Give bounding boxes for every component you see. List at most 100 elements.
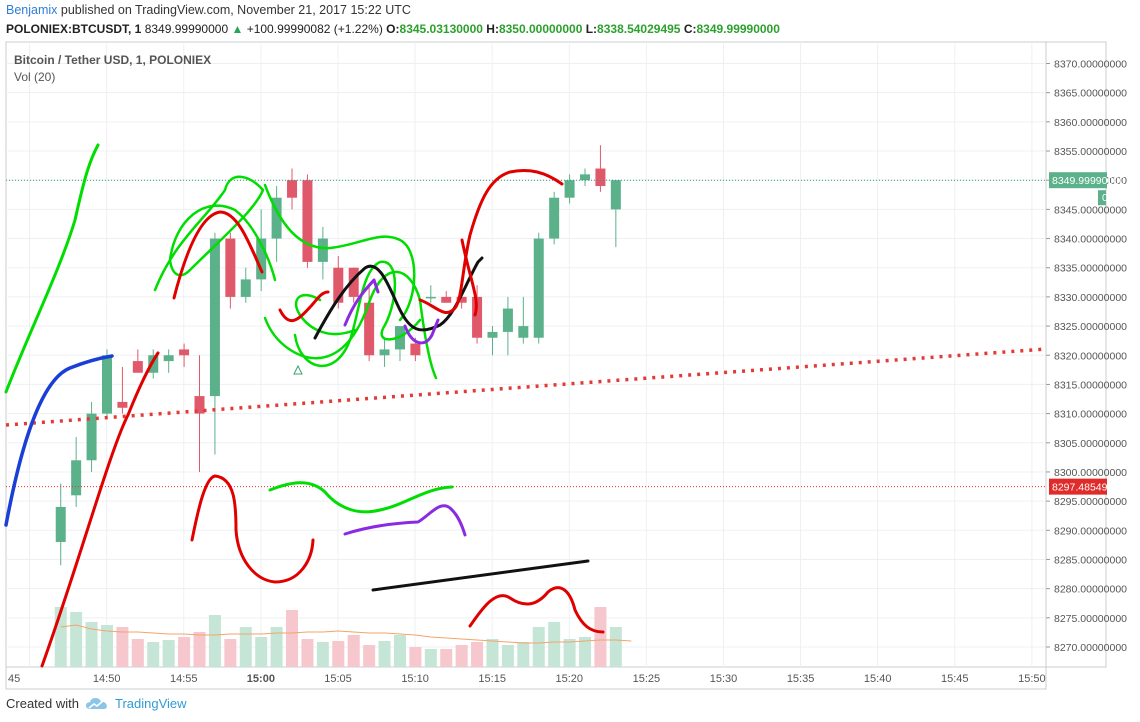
candle-body: [163, 355, 174, 362]
close-value: 8349.99990000: [696, 22, 780, 36]
x-tick-label: 15:50: [1018, 673, 1046, 685]
volume-bar: [486, 639, 499, 667]
close-label: C:: [683, 22, 697, 36]
volume-bar: [85, 622, 98, 667]
candle-body: [533, 238, 544, 338]
red-wave-right: [418, 169, 564, 315]
volume-bar: [455, 645, 468, 667]
candle-body: [441, 296, 452, 303]
candle-body: [425, 296, 436, 299]
x-tick-label: 15:40: [864, 673, 892, 685]
candle-body: [225, 238, 236, 297]
candle-body: [549, 197, 560, 239]
x-tick-label: 15:00: [247, 673, 275, 685]
volume-bar: [208, 615, 221, 667]
green-swirl-a: [263, 183, 416, 322]
y-tick-label: 8295.00000000: [1054, 496, 1127, 508]
high-label: H:: [486, 22, 499, 36]
volume-bar: [609, 627, 622, 667]
volume-bar: [147, 642, 160, 667]
candle-body: [610, 180, 621, 210]
y-tick-label: 8300.00000000: [1054, 467, 1127, 479]
plot-area: [5, 41, 1047, 668]
candle-body: [256, 238, 267, 280]
volume-bar: [517, 642, 530, 667]
volume-bar: [471, 642, 484, 667]
purple-wave-2: [403, 318, 440, 345]
candle-body: [364, 302, 375, 356]
open-label: O:: [386, 22, 400, 36]
volume-bar: [178, 637, 191, 667]
candle-body: [317, 238, 328, 262]
y-tick-label: 8340.00000000: [1054, 234, 1127, 246]
purple-wave: [343, 278, 380, 327]
candle-body: [132, 361, 143, 373]
x-tick-label: 15:45: [941, 673, 969, 685]
x-tick-label: 15:10: [401, 673, 429, 685]
candle-body: [101, 355, 112, 414]
published-text: published on TradingView.com, November 2…: [60, 3, 411, 17]
volume-bar: [316, 642, 329, 667]
candle-body: [456, 296, 467, 303]
price-axis: [1045, 41, 1107, 668]
x-tick-label: 15:35: [787, 673, 815, 685]
x-tick-label: 15:25: [633, 673, 661, 685]
red-sketch-bottom-left: [190, 474, 315, 584]
x-tick-label: 14:50: [93, 673, 121, 685]
volume-bar: [563, 639, 576, 667]
green-rising-curve: [4, 143, 100, 394]
y-tick-label: 8370.00000000: [1054, 59, 1127, 71]
y-tick-label: 8275.00000000: [1054, 613, 1127, 625]
y-tick-label: 8320.00000000: [1054, 350, 1127, 362]
y-tick-label: 8335.00000000: [1054, 263, 1127, 275]
countdown-badge-text: 00:08: [1102, 192, 1128, 204]
red-small-wave: [278, 290, 330, 323]
last-price: 8349.99990000: [144, 22, 229, 36]
candle-body: [71, 460, 82, 496]
up-arrow-icon: ▲: [231, 22, 244, 36]
candle-body: [209, 238, 220, 397]
open-value: 8345.03130000: [399, 22, 483, 36]
volume-bar: [440, 649, 453, 667]
y-tick-label: 8285.00000000: [1054, 554, 1127, 566]
candle-body: [487, 331, 498, 338]
low-value: 8338.54029495: [597, 22, 681, 36]
x-tick-label: 15:20: [556, 673, 584, 685]
candle-body: [564, 180, 575, 198]
red-loop-right: [460, 238, 478, 317]
footer: Created with TradingView: [6, 696, 187, 711]
candle-body: [472, 296, 483, 338]
volume-bar: [548, 622, 561, 667]
high-value: 8350.00000000: [498, 22, 583, 36]
y-tick-label: 8270.00000000: [1054, 642, 1127, 654]
candle-body: [379, 349, 390, 356]
author-link[interactable]: Benjamix: [6, 3, 58, 17]
tradingview-link[interactable]: TradingView: [114, 696, 187, 711]
volume-bar: [100, 625, 113, 667]
volume-bar: [409, 647, 422, 667]
candle-body: [580, 174, 591, 181]
candle-body: [333, 267, 344, 303]
y-tick-label: 8330.00000000: [1054, 292, 1127, 304]
y-tick-label: 8305.00000000: [1054, 438, 1127, 450]
volume-bar: [378, 641, 391, 667]
blue-curve: [4, 354, 114, 527]
low-label: L:: [585, 22, 598, 36]
y-tick-label: 8280.00000000: [1054, 584, 1127, 596]
candle-body: [194, 396, 205, 414]
x-tick-label: 15:05: [324, 673, 352, 685]
candle-body: [518, 326, 529, 338]
x-tick-label: 15:30: [710, 673, 738, 685]
y-tick-label: 8345.00000000: [1054, 204, 1127, 216]
volume-bar: [286, 610, 299, 667]
volume-bar: [70, 612, 83, 667]
candle-body: [410, 343, 421, 356]
red-arc-upper: [172, 210, 264, 300]
candle-body: [287, 180, 298, 198]
green-sketch-bottom: [268, 481, 454, 514]
x-tick-label: 45: [8, 673, 20, 685]
volume-bar: [347, 635, 360, 667]
y-tick-label: 8325.00000000: [1054, 321, 1127, 333]
candle-body: [179, 349, 190, 356]
